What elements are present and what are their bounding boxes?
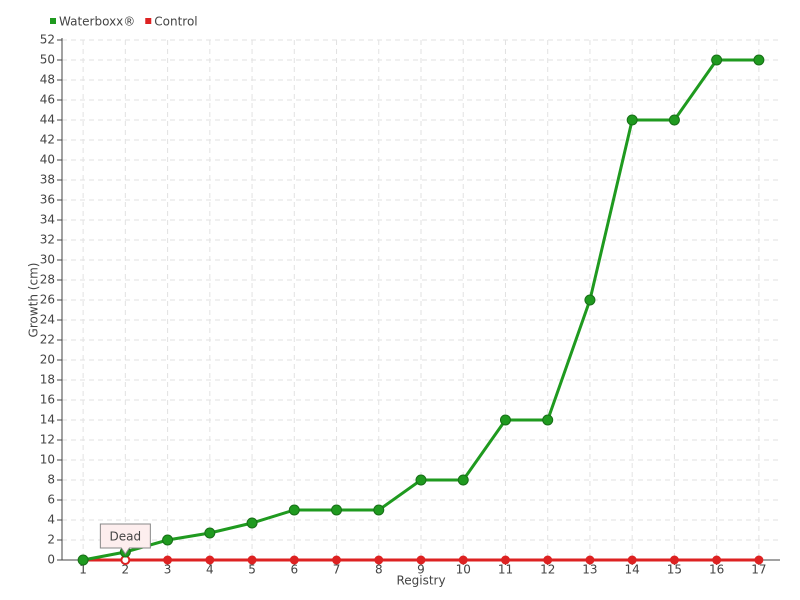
- data-point: [415, 474, 427, 486]
- y-tick-label: 2: [47, 533, 55, 547]
- x-tick-label: 14: [625, 563, 640, 577]
- data-point: [500, 555, 510, 565]
- data-point: [162, 534, 174, 546]
- data-point: [753, 54, 765, 66]
- legend-swatch: [145, 18, 152, 24]
- y-tick-label: 34: [40, 213, 55, 227]
- y-tick-label: 16: [40, 393, 55, 407]
- y-tick-label: 8: [47, 473, 55, 487]
- data-point: [458, 555, 468, 565]
- data-point: [754, 555, 764, 565]
- y-tick-label: 10: [40, 453, 55, 467]
- data-point: [373, 504, 385, 516]
- data-point: [542, 414, 554, 426]
- y-tick-label: 22: [40, 333, 55, 347]
- data-point: [247, 555, 257, 565]
- x-tick-label: 3: [164, 563, 172, 577]
- y-tick-label: 44: [40, 113, 55, 127]
- data-point: [332, 555, 342, 565]
- legend-swatch: [50, 18, 56, 24]
- x-tick-label: 5: [248, 563, 256, 577]
- y-tick-label: 20: [40, 353, 55, 367]
- data-point: [626, 114, 638, 126]
- y-tick-label: 36: [40, 193, 55, 207]
- y-tick-label: 0: [47, 553, 55, 567]
- y-tick-label: 28: [40, 273, 55, 287]
- data-point: [374, 555, 384, 565]
- y-tick-label: 4: [47, 513, 55, 527]
- data-point: [331, 504, 343, 516]
- y-tick-label: 32: [40, 233, 55, 247]
- data-point: [711, 54, 723, 66]
- x-tick-label: 4: [206, 563, 214, 577]
- annotation-text: Dead: [110, 530, 142, 544]
- x-tick-label: 10: [456, 563, 471, 577]
- data-point: [585, 555, 595, 565]
- data-point: [584, 294, 596, 306]
- y-tick-label: 26: [40, 293, 55, 307]
- x-tick-label: 11: [498, 563, 513, 577]
- x-tick-label: 17: [751, 563, 766, 577]
- x-tick-label: 1: [79, 563, 87, 577]
- data-point: [77, 554, 89, 566]
- data-point: [288, 504, 300, 516]
- data-point: [457, 474, 469, 486]
- x-tick-label: 9: [417, 563, 425, 577]
- x-tick-label: 8: [375, 563, 383, 577]
- y-tick-label: 50: [40, 53, 55, 67]
- x-tick-label: 16: [709, 563, 724, 577]
- data-point: [246, 517, 258, 529]
- x-tick-label: 7: [333, 563, 341, 577]
- data-point: [499, 414, 511, 426]
- y-tick-label: 14: [40, 413, 55, 427]
- data-point: [163, 555, 173, 565]
- data-point: [668, 114, 680, 126]
- y-tick-label: 12: [40, 433, 55, 447]
- y-axis-label: Growth (cm): [27, 263, 41, 338]
- y-tick-label: 38: [40, 173, 55, 187]
- y-tick-label: 24: [40, 313, 55, 327]
- annotation-box: [99, 523, 151, 555]
- y-tick-label: 48: [40, 73, 55, 87]
- x-tick-label: 15: [667, 563, 682, 577]
- data-point: [627, 555, 637, 565]
- legend-label: Control: [154, 15, 197, 29]
- data-point: [712, 555, 722, 565]
- data-point: [543, 555, 553, 565]
- x-tick-label: 2: [122, 563, 130, 577]
- x-tick-label: 6: [290, 563, 298, 577]
- y-tick-label: 42: [40, 133, 55, 147]
- y-tick-label: 18: [40, 373, 55, 387]
- data-point: [205, 555, 215, 565]
- y-tick-label: 6: [47, 493, 55, 507]
- data-point: [204, 527, 216, 539]
- x-tick-label: 13: [582, 563, 597, 577]
- data-point: [289, 555, 299, 565]
- data-point: [669, 555, 679, 565]
- y-tick-label: 52: [40, 33, 55, 47]
- x-tick-label: 12: [540, 563, 555, 577]
- y-tick-label: 40: [40, 153, 55, 167]
- legend-label: Waterboxx®: [59, 15, 135, 29]
- data-point: [416, 555, 426, 565]
- y-tick-label: 46: [40, 93, 55, 107]
- x-axis-label: Registry: [396, 574, 445, 588]
- y-tick-label: 30: [40, 253, 55, 267]
